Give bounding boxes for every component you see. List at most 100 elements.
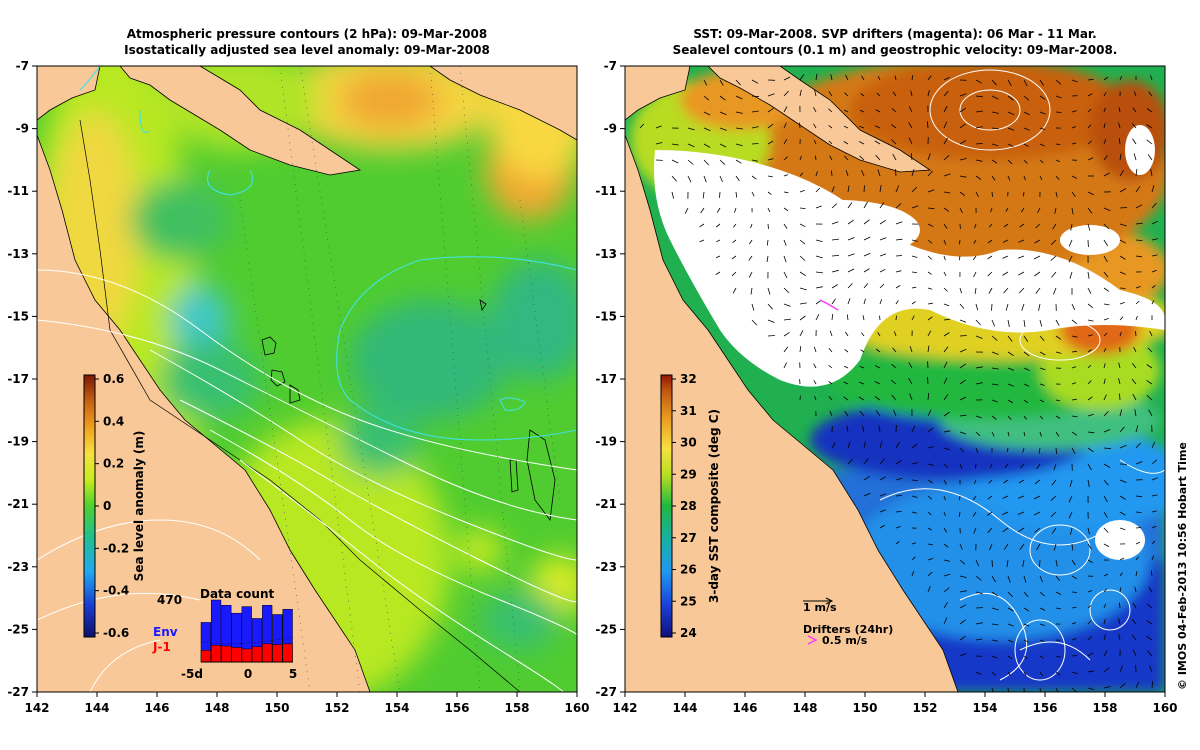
velocity-arrow	[910, 153, 913, 161]
copyright-text: © IMOS 04-Feb-2013 10:56 Hobart Time	[1176, 442, 1189, 690]
velocity-arrow	[1148, 409, 1153, 417]
velocity-arrow	[988, 479, 993, 484]
left-title-line1: Atmospheric pressure contours (2 hPa): 0…	[127, 27, 487, 41]
velocity-arrow	[1071, 575, 1078, 580]
velocity-arrow	[1055, 335, 1062, 340]
velocity-arrow	[991, 575, 996, 583]
velocity-arrow	[1132, 138, 1137, 145]
velocity-arrow	[858, 381, 865, 385]
velocity-arrow	[846, 314, 849, 321]
velocity-arrow	[1103, 271, 1109, 278]
velocity-arrow	[751, 191, 755, 197]
track-dots	[239, 66, 561, 692]
velocity-arrow	[703, 79, 708, 86]
velocity-arrow	[1146, 364, 1153, 369]
velocity-arrow	[799, 223, 806, 228]
velocity-arrow	[1006, 559, 1009, 567]
velocity-arrow	[927, 543, 933, 546]
velocity-arrow	[799, 239, 806, 245]
geostrophic-velocity-arrows	[639, 73, 1158, 692]
velocity-arrow	[958, 255, 961, 261]
velocity-arrow	[863, 236, 871, 241]
velocity-arrow	[943, 287, 948, 292]
velocity-arrow	[861, 169, 865, 177]
velocity-arrow	[703, 143, 711, 148]
velocity-arrow	[1132, 602, 1137, 609]
left-colorbar-ticks: 0.6 0.4 0.2 0 -0.2 -0.4 -0.6	[95, 372, 129, 640]
velocity-arrow	[1038, 303, 1041, 311]
velocity-arrow	[1007, 623, 1014, 627]
velocity-arrow	[831, 186, 835, 193]
velocity-arrow	[1003, 223, 1009, 228]
velocity-arrow	[1151, 477, 1158, 481]
velocity-arrow	[989, 463, 993, 468]
velocity-arrow	[1103, 318, 1109, 321]
velocity-arrow	[927, 495, 932, 500]
velocity-arrow	[1087, 108, 1092, 113]
velocity-arrow	[719, 175, 723, 183]
velocity-arrow	[1131, 123, 1137, 129]
right-map	[625, 66, 1165, 692]
velocity-arrow	[1151, 459, 1158, 465]
velocity-arrow	[799, 74, 805, 81]
velocity-arrow	[1087, 287, 1092, 294]
velocity-arrow	[1039, 175, 1043, 181]
velocity-arrow	[1007, 335, 1013, 342]
right-x-tick-label: 142	[612, 701, 637, 715]
right-cb-tick-label: 25	[680, 594, 697, 608]
velocity-arrow	[1103, 255, 1108, 263]
velocity-arrow	[751, 159, 758, 162]
velocity-arrow	[702, 191, 705, 199]
velocity-arrow	[859, 155, 865, 161]
velocity-arrow	[1039, 95, 1046, 100]
velocity-arrow	[1118, 633, 1121, 641]
velocity-arrow	[1103, 76, 1109, 81]
velocity-arrow	[895, 441, 900, 449]
velocity-arrow	[943, 411, 950, 417]
velocity-arrow	[767, 223, 769, 229]
right-cb-tick-label: 26	[680, 563, 697, 577]
velocity-arrow	[1146, 620, 1153, 625]
velocity-arrow	[972, 255, 977, 261]
velocity-arrow	[1055, 559, 1058, 567]
velocity-arrow	[1022, 447, 1025, 453]
velocity-arrow	[1002, 255, 1009, 259]
velocity-arrow	[1087, 635, 1093, 641]
velocity-arrow	[1007, 591, 1013, 598]
velocity-arrow	[876, 92, 881, 97]
velocity-arrow	[1151, 494, 1158, 497]
velocity-arrow	[927, 255, 932, 260]
velocity-arrow	[1023, 351, 1030, 357]
velocity-arrow	[699, 223, 705, 228]
velocity-arrow	[1119, 316, 1124, 321]
velocity-arrow	[783, 223, 788, 229]
velocity-arrow	[874, 140, 881, 145]
velocity-arrow	[783, 191, 789, 194]
velocity-arrow	[943, 361, 948, 369]
velocity-arrow	[891, 139, 897, 145]
right-x-tick-label: 158	[1092, 701, 1117, 715]
velocity-arrow	[991, 335, 998, 341]
velocity-arrow	[828, 396, 833, 401]
velocity-arrow	[1103, 634, 1106, 641]
velocity-arrow	[1087, 396, 1093, 401]
inset-j1-bar	[251, 646, 263, 663]
left-cb-tick-label: -0.2	[103, 541, 129, 555]
velocity-arrow	[1135, 442, 1141, 449]
velocity-arrow	[879, 524, 885, 529]
drifter-scale-arrow	[807, 635, 818, 645]
velocity-arrow	[895, 185, 900, 193]
velocity-arrow	[1018, 239, 1025, 243]
velocity-arrow	[687, 159, 694, 165]
velocity-arrow	[799, 346, 802, 353]
velocity-arrow	[1135, 300, 1140, 305]
velocity-arrow	[943, 207, 950, 212]
velocity-arrow	[1036, 543, 1041, 551]
left-title-line2: Isostatically adjusted sea level anomaly…	[124, 43, 490, 57]
velocity-arrow	[731, 271, 737, 277]
velocity-arrow	[1039, 559, 1041, 567]
velocity-arrow	[890, 123, 897, 129]
velocity-arrow	[1023, 159, 1028, 164]
velocity-arrow	[972, 495, 977, 501]
velocity-arrow	[1055, 159, 1061, 163]
